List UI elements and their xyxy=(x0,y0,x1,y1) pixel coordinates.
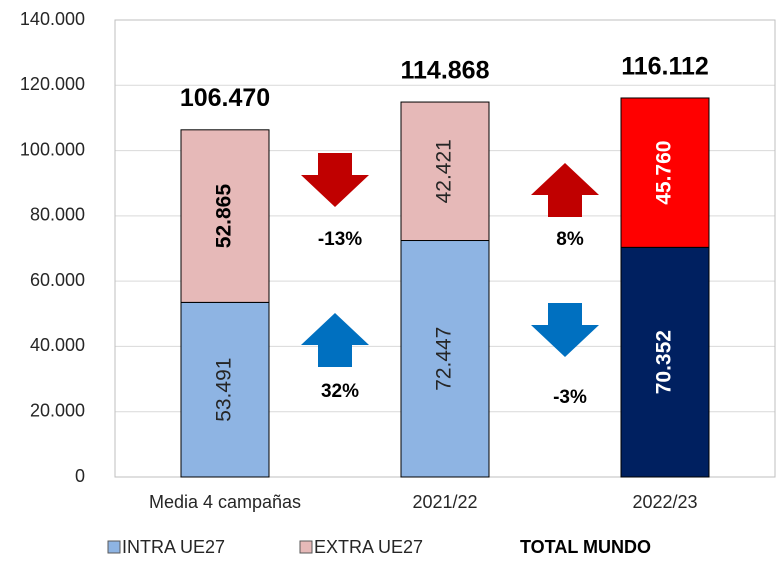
value-label: 45.760 xyxy=(653,141,676,205)
value-label: 72.447 xyxy=(433,327,456,391)
total-label: 106.470 xyxy=(180,84,270,112)
change-label: 32% xyxy=(321,381,359,402)
total-label: 114.868 xyxy=(401,57,490,85)
total-label: 116.112 xyxy=(621,53,709,81)
y-tick-label: 80.000 xyxy=(30,205,85,225)
bar-segment xyxy=(180,301,270,478)
y-tick-label: 20.000 xyxy=(30,400,85,420)
change-label: -13% xyxy=(318,229,362,250)
y-tick-label: 100.000 xyxy=(20,139,85,159)
bar-segment xyxy=(620,246,710,478)
value-label: 52.865 xyxy=(213,184,236,249)
value-label: 53.491 xyxy=(213,358,236,422)
y-tick-label: 40.000 xyxy=(30,335,85,355)
bar-segment xyxy=(620,97,710,248)
legend-label: EXTRA UE27 xyxy=(314,537,423,557)
y-tick-label: 140.000 xyxy=(20,9,85,29)
bar-segment xyxy=(180,129,270,303)
y-tick-label: 120.000 xyxy=(20,74,85,94)
y-tick-label: 60.000 xyxy=(30,270,85,290)
change-label: -3% xyxy=(553,387,587,408)
legend-swatch xyxy=(107,540,121,554)
value-label: 42.421 xyxy=(433,139,456,203)
legend-total: TOTAL MUNDO xyxy=(520,537,651,557)
y-tick-label: 0 xyxy=(75,466,85,486)
arrow xyxy=(301,153,369,207)
arrow xyxy=(531,163,599,217)
legend-swatch xyxy=(299,540,313,554)
legend-label: INTRA UE27 xyxy=(122,537,225,557)
x-tick-label: 2022/23 xyxy=(632,492,697,512)
change-label: 8% xyxy=(556,229,584,250)
x-tick-label: Media 4 campañas xyxy=(149,492,301,512)
x-tick-label: 2021/22 xyxy=(412,492,477,512)
arrow xyxy=(531,303,599,357)
arrow xyxy=(301,313,369,367)
bar-segment xyxy=(400,240,490,478)
bar-segment xyxy=(400,101,490,242)
value-label: 70.352 xyxy=(653,330,676,394)
